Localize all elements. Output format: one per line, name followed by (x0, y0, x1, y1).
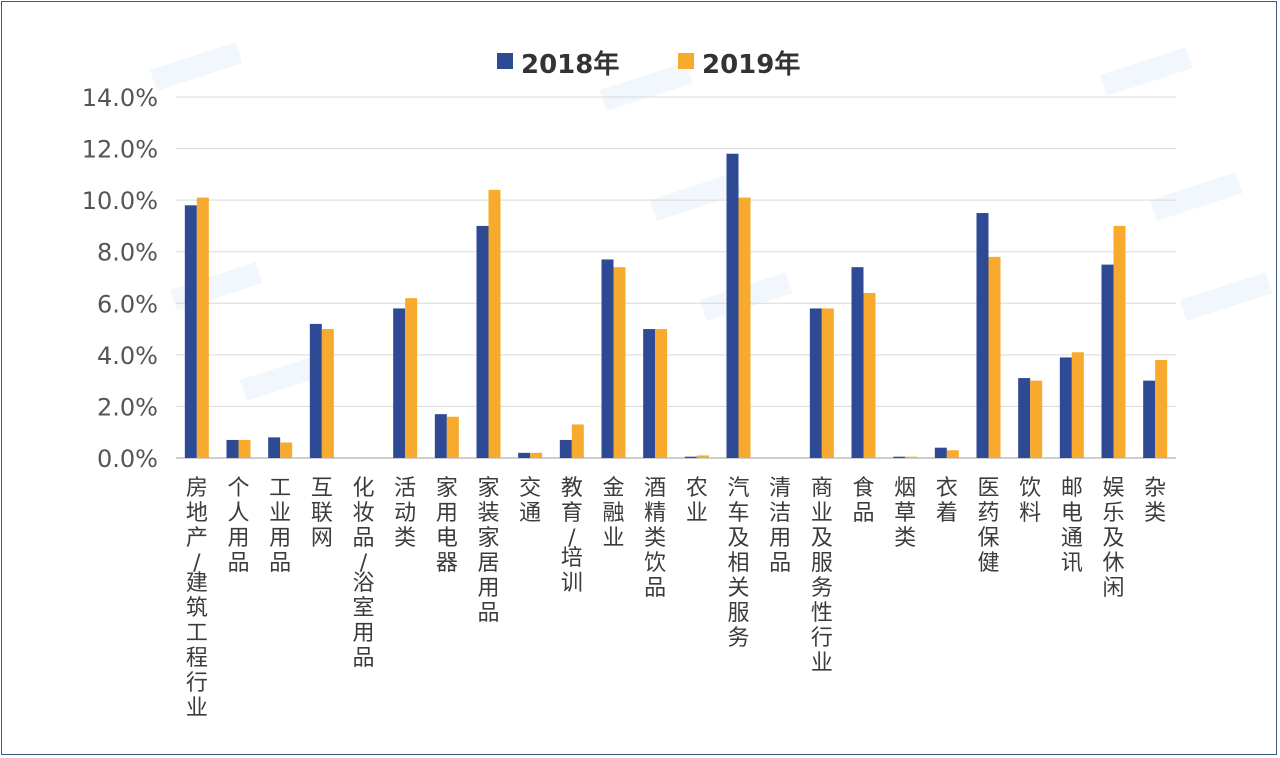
bar-series2 (488, 189, 501, 459)
bar-series1 (934, 447, 947, 458)
bar-series2 (1030, 380, 1043, 458)
bar-series1 (851, 267, 864, 458)
bar-series1 (559, 439, 572, 458)
bar-series2 (1113, 225, 1126, 458)
x-category-label: 饮料 (1019, 476, 1041, 526)
gridlines (176, 96, 1176, 459)
bar-series1 (1059, 357, 1072, 458)
bar-series1 (809, 308, 822, 458)
x-category-label: 农业 (686, 476, 708, 526)
bar-series2 (988, 256, 1001, 458)
watermark-mark-6 (240, 352, 333, 401)
bar-series2 (613, 267, 626, 458)
x-category-label: 家用电器 (436, 476, 458, 576)
bar-series1 (684, 456, 697, 458)
legend-label: 2019年 (702, 49, 800, 80)
bar-series2 (1071, 352, 1084, 458)
y-tick-label: 4.0% (97, 342, 158, 370)
bar-series2 (196, 197, 209, 459)
x-category-label: 汽车及相关服务 (727, 476, 749, 651)
watermark-mark-4 (650, 172, 743, 221)
legend-swatch (497, 53, 513, 69)
y-tick-label: 10.0% (82, 187, 158, 215)
legend-swatch (678, 53, 694, 69)
x-category-label: 金融业 (602, 476, 624, 551)
watermark-mark-1 (600, 62, 693, 111)
bar-series2 (905, 456, 918, 458)
bar-series2 (530, 452, 543, 458)
watermark (150, 42, 1273, 401)
x-category-label: 清洁用品 (769, 476, 791, 576)
bar-series1 (601, 259, 614, 458)
watermark-mark-8 (1180, 272, 1273, 321)
bar-series2 (321, 329, 334, 458)
bar-series2 (738, 197, 751, 459)
bar-series1 (184, 205, 197, 458)
x-category-label: 衣着 (936, 476, 958, 526)
x-category-label: 化妆品/浴室用品 (352, 476, 374, 671)
watermark-mark-0 (150, 42, 243, 91)
y-tick-label: 2.0% (97, 393, 158, 421)
legend: 2018年 2019年 (497, 49, 800, 80)
bar-series2 (1155, 360, 1168, 458)
bar-series1 (476, 225, 489, 458)
y-tick-label: 8.0% (97, 239, 158, 267)
bar-series2 (821, 308, 834, 458)
bar-series2 (863, 292, 876, 458)
bar-series1 (309, 323, 322, 458)
y-tick-label: 6.0% (97, 290, 158, 318)
bar-series2 (571, 424, 584, 458)
bar-series1 (643, 329, 656, 458)
bar-series1 (226, 439, 239, 458)
bar-series1 (726, 153, 739, 458)
x-category-label: 交通 (519, 476, 541, 526)
x-category-label: 房地产/建筑工程行业 (186, 476, 208, 721)
x-category-label: 活动类 (394, 476, 416, 551)
x-category-label: 医药保健 (977, 476, 999, 576)
bar-series1 (1018, 378, 1031, 458)
x-category-label: 家装家居用品 (477, 476, 499, 626)
y-axis-ticks: 0.0% 2.0% 4.0% 6.0% 8.0% 10.0% 12.0% 14.0% (82, 84, 158, 473)
bar-series1 (893, 456, 906, 458)
x-category-label: 互联网 (311, 476, 333, 551)
y-tick-label: 14.0% (82, 84, 158, 112)
bar-series2 (655, 329, 668, 458)
legend-label: 2018年 (521, 49, 619, 80)
x-category-label: 杂类 (1144, 476, 1166, 526)
bar-series1 (1101, 264, 1114, 458)
bar-series1 (268, 437, 281, 458)
x-category-label: 个人用品 (227, 476, 249, 576)
bar-series1 (393, 308, 406, 458)
x-axis-labels: 房地产/建筑工程行业个人用品工业用品互联网化妆品/浴室用品活动类家用电器家装家居… (186, 476, 1166, 721)
x-category-label: 食品 (852, 476, 874, 526)
bar-series1 (518, 452, 531, 458)
x-category-label: 酒精类饮品 (644, 476, 666, 601)
x-category-label: 商业及服务性行业 (811, 476, 833, 676)
y-tick-label: 12.0% (82, 136, 158, 164)
x-category-label: 娱乐及休闲 (1102, 476, 1124, 601)
bars (184, 153, 1168, 459)
bar-series2 (446, 416, 459, 458)
bar-series2 (696, 455, 709, 458)
bar-series2 (405, 298, 418, 458)
x-category-label: 邮电通讯 (1061, 476, 1083, 576)
bar-series2 (280, 442, 293, 458)
bar-series1 (976, 213, 989, 458)
bar-series2 (238, 439, 251, 458)
bar-series1 (434, 414, 447, 458)
x-category-label: 烟草类 (894, 476, 916, 551)
y-tick-label: 0.0% (97, 445, 158, 473)
bar-series1 (1143, 380, 1156, 458)
bar-series2 (946, 450, 959, 458)
x-category-label: 工业用品 (269, 476, 291, 576)
watermark-mark-5 (1150, 172, 1243, 221)
watermark-mark-2 (1100, 47, 1193, 96)
x-category-label: 教育/培训 (561, 476, 583, 596)
